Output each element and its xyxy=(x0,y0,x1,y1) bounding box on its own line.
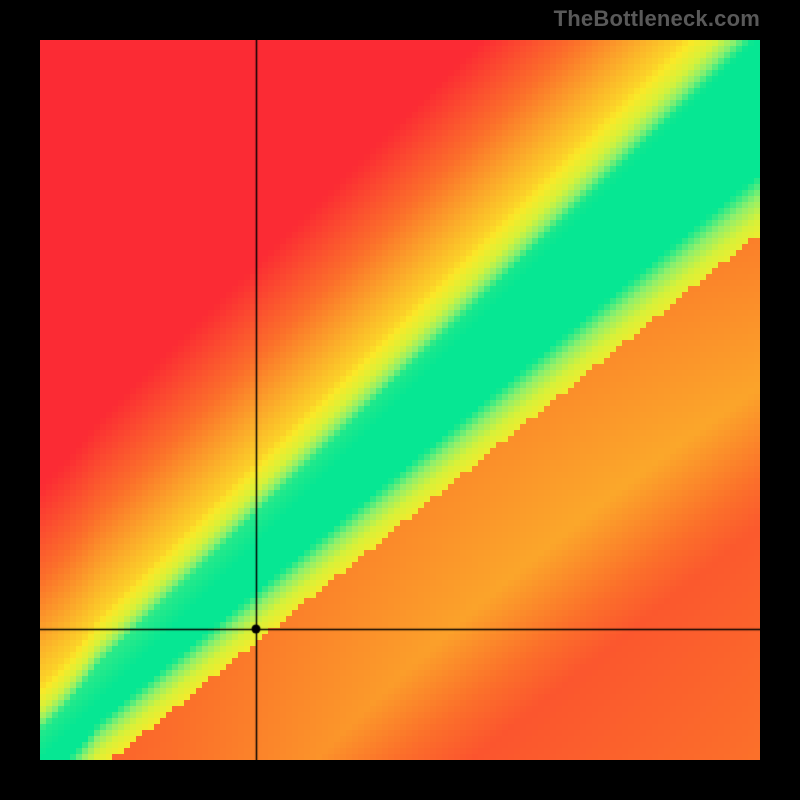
plot-area xyxy=(40,40,760,760)
watermark-text: TheBottleneck.com xyxy=(554,6,760,32)
crosshair-overlay xyxy=(40,40,760,760)
